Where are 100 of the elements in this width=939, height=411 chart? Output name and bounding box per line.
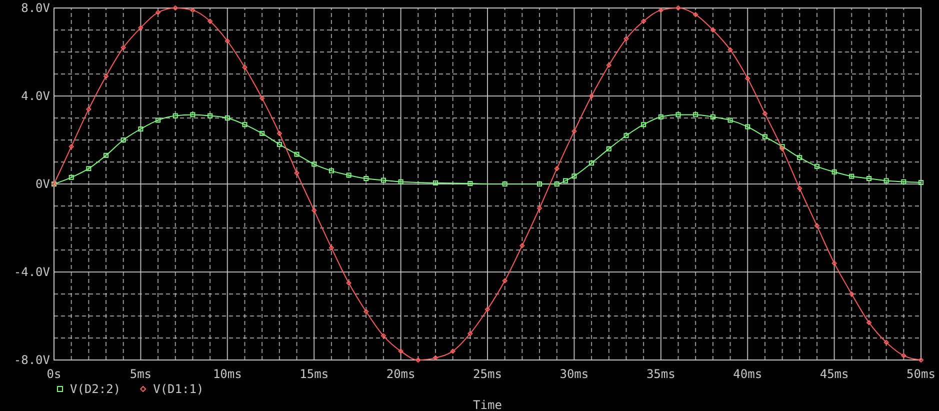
y-tick-label: -8.0V <box>14 353 50 367</box>
x-tick-label: 45ms <box>820 367 849 381</box>
point <box>901 179 906 184</box>
point <box>190 8 196 13</box>
point <box>745 76 750 81</box>
point <box>432 180 438 186</box>
point <box>312 208 317 213</box>
point <box>68 174 74 180</box>
point <box>138 25 144 30</box>
y-tick-label: 0V <box>36 177 50 191</box>
point <box>745 124 750 130</box>
point <box>172 113 178 118</box>
point <box>589 94 594 98</box>
point <box>312 162 317 167</box>
point <box>190 112 196 118</box>
point <box>208 113 213 118</box>
point <box>537 182 542 186</box>
point <box>416 358 421 362</box>
point <box>884 340 889 345</box>
x-tick-label: 30ms <box>560 367 589 381</box>
point <box>68 144 74 150</box>
point <box>572 174 577 179</box>
point <box>901 353 906 358</box>
x-axis-title: Time <box>473 398 502 411</box>
point <box>728 118 733 123</box>
point <box>728 47 733 52</box>
point <box>468 331 473 336</box>
point <box>624 36 629 42</box>
point <box>485 306 490 312</box>
point <box>693 112 698 118</box>
point <box>762 134 768 140</box>
point <box>260 130 265 136</box>
point <box>380 178 386 183</box>
point <box>797 186 802 191</box>
point <box>918 358 924 362</box>
point <box>502 278 508 284</box>
point <box>208 18 213 24</box>
point <box>138 126 144 132</box>
point <box>276 142 282 147</box>
point <box>328 168 334 174</box>
y-tick-label: -4.0V <box>14 265 50 279</box>
point <box>797 155 802 160</box>
point <box>520 243 525 248</box>
x-tick-label: 0s <box>46 367 62 381</box>
point <box>693 12 698 18</box>
x-tick-label: 40ms <box>733 367 762 381</box>
point <box>563 178 568 184</box>
point <box>120 45 126 50</box>
point <box>572 128 577 134</box>
point <box>658 114 664 120</box>
point <box>849 292 854 296</box>
x-tick-label: 25ms <box>473 367 502 381</box>
point <box>624 133 629 138</box>
point <box>328 245 334 250</box>
point <box>398 179 404 184</box>
point <box>468 181 473 186</box>
point <box>156 118 161 123</box>
point <box>242 122 248 128</box>
point <box>276 130 282 136</box>
point <box>346 280 352 286</box>
point <box>502 182 508 186</box>
point <box>364 176 369 181</box>
point <box>156 10 161 15</box>
legend-label: V(D2:2) <box>70 382 121 396</box>
point <box>866 176 872 181</box>
point <box>224 38 230 44</box>
point <box>710 28 716 32</box>
point <box>606 62 612 68</box>
y-tick-label: 8.0V <box>21 1 50 15</box>
point <box>294 152 300 157</box>
point <box>832 169 837 174</box>
point <box>641 122 646 128</box>
legend-label: V(D1:1) <box>153 382 204 396</box>
point <box>364 309 369 314</box>
point <box>346 172 352 178</box>
line-series <box>52 112 924 186</box>
point <box>86 106 92 112</box>
point <box>224 116 230 120</box>
x-tick-label: 5ms <box>130 367 152 381</box>
point <box>554 166 560 172</box>
point <box>814 223 820 228</box>
point <box>710 114 716 120</box>
point <box>762 111 768 116</box>
point <box>242 64 248 70</box>
point <box>918 180 924 185</box>
x-tick-label: 15ms <box>300 367 329 381</box>
x-tick-label: 10ms <box>212 367 242 381</box>
point <box>120 138 126 142</box>
point <box>884 178 889 184</box>
point <box>832 260 837 266</box>
point <box>658 8 664 13</box>
point <box>676 6 681 10</box>
line-series <box>52 6 924 362</box>
point <box>866 320 872 326</box>
point <box>814 164 820 169</box>
point <box>260 96 265 101</box>
x-tick-label: 20ms <box>386 367 416 381</box>
point <box>432 355 438 360</box>
point <box>676 112 681 118</box>
point <box>104 152 109 158</box>
